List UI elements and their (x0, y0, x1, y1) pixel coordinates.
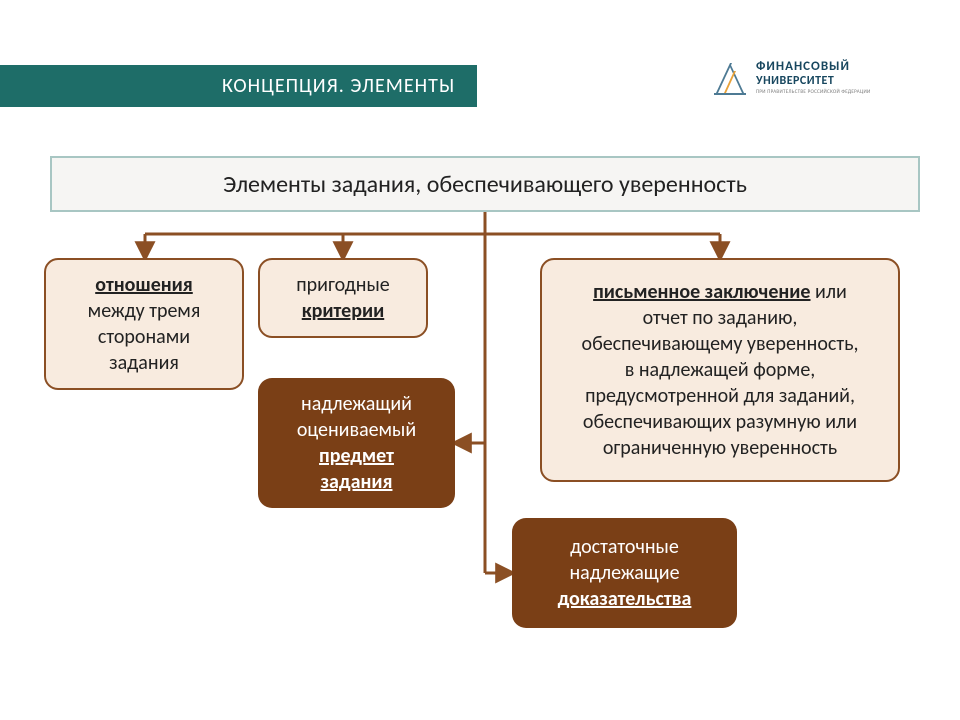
logo-line-1: ФИНАНСОВЫЙ (756, 59, 870, 74)
main-concept-label: Элементы задания, обеспечивающего уверен… (223, 170, 747, 199)
node-report: письменное заключение илиотчет по задани… (540, 258, 900, 482)
logo-text: ФИНАНСОВЫЙ УНИВЕРСИТЕТ ПРИ ПРАВИТЕЛЬСТВЕ… (756, 59, 870, 95)
page-title: КОНЦЕПЦИЯ. ЭЛЕМЕНТЫ (212, 65, 477, 107)
node-evidence: достаточныенадлежащиедоказательства (512, 518, 737, 628)
logo-line-3: ПРИ ПРАВИТЕЛЬСТВЕ РОССИЙСКОЙ ФЕДЕРАЦИИ (756, 89, 870, 95)
node-relations: отношениямежду тремясторонамизадания (44, 258, 244, 390)
node-subject: надлежащийоцениваемыйпредметзадания (258, 378, 455, 508)
title-bar: КОНЦЕПЦИЯ. ЭЛЕМЕНТЫ (0, 65, 477, 107)
node-criteria: пригодныекритерии (258, 258, 428, 338)
logo-line-2: УНИВЕРСИТЕТ (756, 74, 870, 88)
logo-mark-icon (710, 57, 750, 97)
university-logo: ФИНАНСОВЫЙ УНИВЕРСИТЕТ ПРИ ПРАВИТЕЛЬСТВЕ… (710, 52, 910, 102)
main-concept-box: Элементы задания, обеспечивающего уверен… (50, 156, 920, 212)
title-bar-accent (0, 65, 212, 107)
